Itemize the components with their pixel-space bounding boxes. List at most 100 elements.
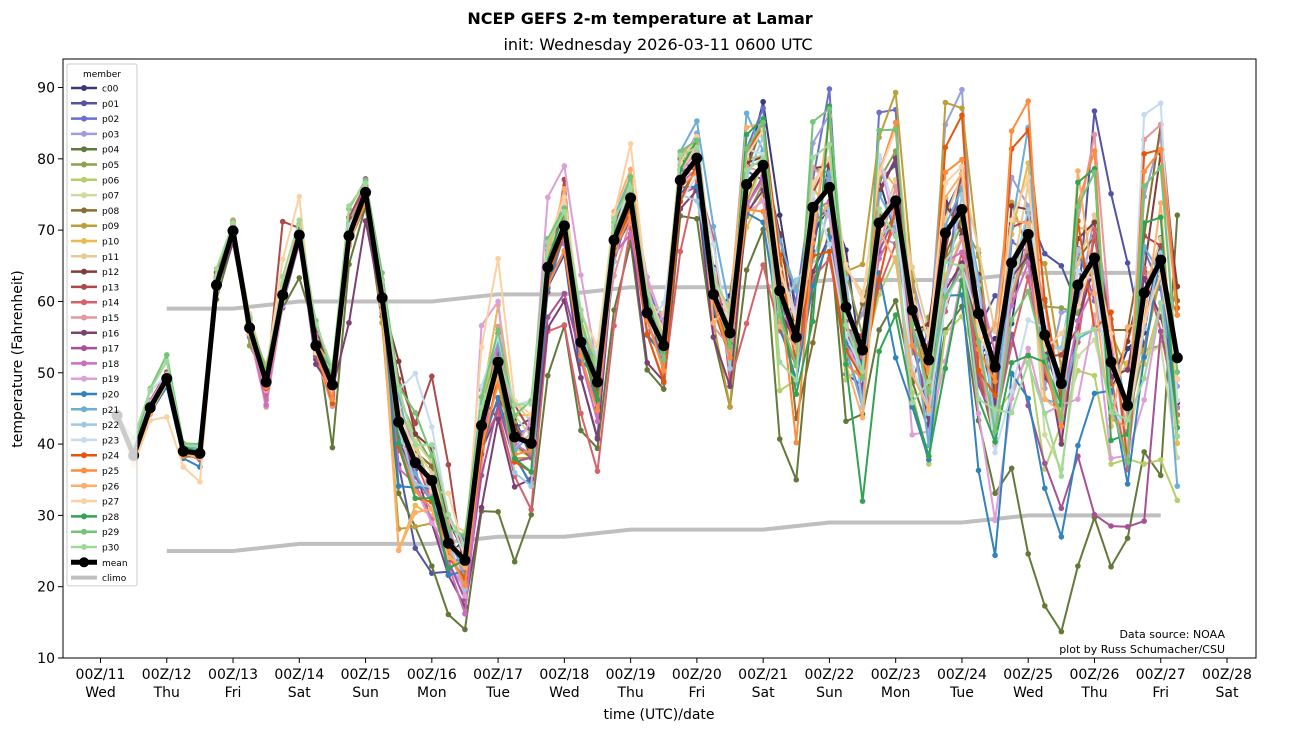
legend-item: p26 bbox=[71, 482, 119, 492]
member-p04-point bbox=[644, 367, 650, 373]
member-p24-point bbox=[1141, 151, 1147, 157]
mean-point bbox=[558, 220, 570, 232]
member-p05-point bbox=[1058, 305, 1065, 311]
member-p16-point bbox=[1058, 441, 1065, 447]
member-p29-point bbox=[1141, 183, 1147, 189]
mean-point bbox=[790, 331, 802, 343]
legend-marker bbox=[81, 345, 87, 352]
member-p12-point bbox=[395, 358, 402, 365]
member-p30-point bbox=[1157, 300, 1164, 306]
member-p28-point bbox=[528, 469, 535, 475]
plot-frame bbox=[62, 58, 1257, 659]
legend-label: p09 bbox=[102, 222, 119, 232]
x-tick-day-label: Fri bbox=[689, 685, 706, 701]
y-tick-label: 50 bbox=[37, 366, 55, 382]
member-p26-point bbox=[743, 124, 750, 131]
legend-marker bbox=[81, 406, 87, 413]
member-p16-point bbox=[346, 320, 352, 326]
mean-point bbox=[326, 379, 338, 391]
mean-point bbox=[492, 356, 504, 368]
member-p26-point bbox=[1041, 396, 1048, 402]
legend-marker bbox=[81, 436, 87, 443]
x-axis: 00Z/11 Wed 00Z/12 Thu 00Z/13 Fri 00Z/14 Sat 00Z/… bbox=[76, 658, 1252, 701]
member-p23-point bbox=[1141, 111, 1147, 118]
legend-marker bbox=[81, 207, 87, 214]
member-p20-point bbox=[892, 354, 899, 361]
legend-marker bbox=[81, 176, 87, 183]
mean-point bbox=[1072, 279, 1084, 291]
member-p06-point bbox=[1091, 372, 1098, 379]
legend-label: p12 bbox=[102, 268, 119, 278]
mean-point bbox=[144, 402, 156, 414]
member-p26-point bbox=[1157, 200, 1164, 206]
member-p28-point bbox=[1075, 179, 1081, 186]
member-p24-point bbox=[644, 331, 650, 338]
member-p24-point bbox=[1108, 309, 1114, 315]
member-p26-point bbox=[1124, 324, 1131, 330]
member-p28-point bbox=[793, 391, 800, 397]
member-p26-point bbox=[859, 414, 866, 421]
member-p29-point bbox=[412, 409, 419, 416]
legend-item: p22 bbox=[71, 421, 119, 431]
member-p25-point bbox=[942, 169, 949, 176]
member-p01-point bbox=[1041, 250, 1048, 257]
member-p04-point bbox=[694, 215, 700, 222]
member-p13-point bbox=[279, 218, 286, 225]
data-source-note: Data source: NOAA bbox=[1119, 628, 1225, 641]
x-tick-day-label: Wed bbox=[1013, 685, 1044, 701]
member-p28-point bbox=[876, 348, 882, 355]
member-p16-point bbox=[1124, 367, 1131, 373]
x-tick-label: 00Z/21 bbox=[738, 667, 788, 683]
member-p04-point bbox=[611, 307, 617, 313]
x-tick-day-label: Sat bbox=[1216, 685, 1239, 701]
member-p04-point bbox=[594, 445, 601, 452]
mean-point bbox=[542, 261, 554, 273]
member-p22-point bbox=[511, 469, 518, 476]
member-p28-point bbox=[810, 318, 816, 325]
member-p20-point bbox=[445, 572, 452, 579]
legend-item: p05 bbox=[71, 161, 119, 171]
member-p19-point bbox=[544, 194, 551, 201]
member-p18-point bbox=[263, 402, 269, 408]
member-p30-point bbox=[445, 511, 452, 518]
member-p25-point bbox=[1025, 98, 1032, 104]
member-p23-point bbox=[1008, 388, 1015, 395]
mean-series bbox=[111, 152, 1183, 566]
member-p04-point bbox=[544, 372, 551, 379]
member-p30-point bbox=[395, 387, 402, 393]
chart-title: NCEP GEFS 2-m temperature at Lamar bbox=[467, 9, 812, 28]
member-p29-point bbox=[1091, 169, 1098, 176]
y-tick-label: 90 bbox=[37, 81, 55, 97]
member-p21-point bbox=[1174, 483, 1181, 489]
legend-title: member bbox=[83, 70, 121, 80]
member-p18-point bbox=[1008, 302, 1015, 309]
legend-marker bbox=[81, 314, 87, 321]
member-c00-point bbox=[760, 98, 766, 105]
legend-label: p22 bbox=[102, 421, 119, 431]
member-p06-point bbox=[1108, 461, 1114, 467]
legend-item: p29 bbox=[71, 528, 119, 538]
member-p25-point bbox=[462, 582, 468, 589]
legend-label: c00 bbox=[102, 85, 119, 95]
legend-item: p02 bbox=[71, 115, 119, 125]
mean-point bbox=[210, 279, 222, 291]
mean-point bbox=[459, 554, 471, 566]
mean-point bbox=[956, 203, 968, 215]
member-p27-point bbox=[1108, 330, 1114, 337]
member-p29-point bbox=[1041, 353, 1048, 360]
member-p29-point bbox=[975, 339, 982, 345]
x-tick-label: 00Z/15 bbox=[341, 667, 391, 683]
member-p30-point bbox=[810, 154, 816, 161]
member-p26-point bbox=[462, 564, 468, 571]
legend-item: p10 bbox=[71, 238, 119, 248]
legend-label: p06 bbox=[102, 176, 119, 186]
member-p06-point bbox=[942, 330, 949, 336]
member-p30-point bbox=[1141, 375, 1147, 382]
x-tick-day-label: Sun bbox=[816, 685, 843, 701]
member-p20-point bbox=[495, 394, 501, 401]
credit-note: plot by Russ Schumacher/CSU bbox=[1059, 643, 1225, 656]
x-tick-label: 00Z/26 bbox=[1070, 667, 1120, 683]
member-p27-point bbox=[561, 194, 568, 201]
member-p30-point bbox=[843, 322, 849, 328]
member-p17-point bbox=[1108, 523, 1114, 529]
